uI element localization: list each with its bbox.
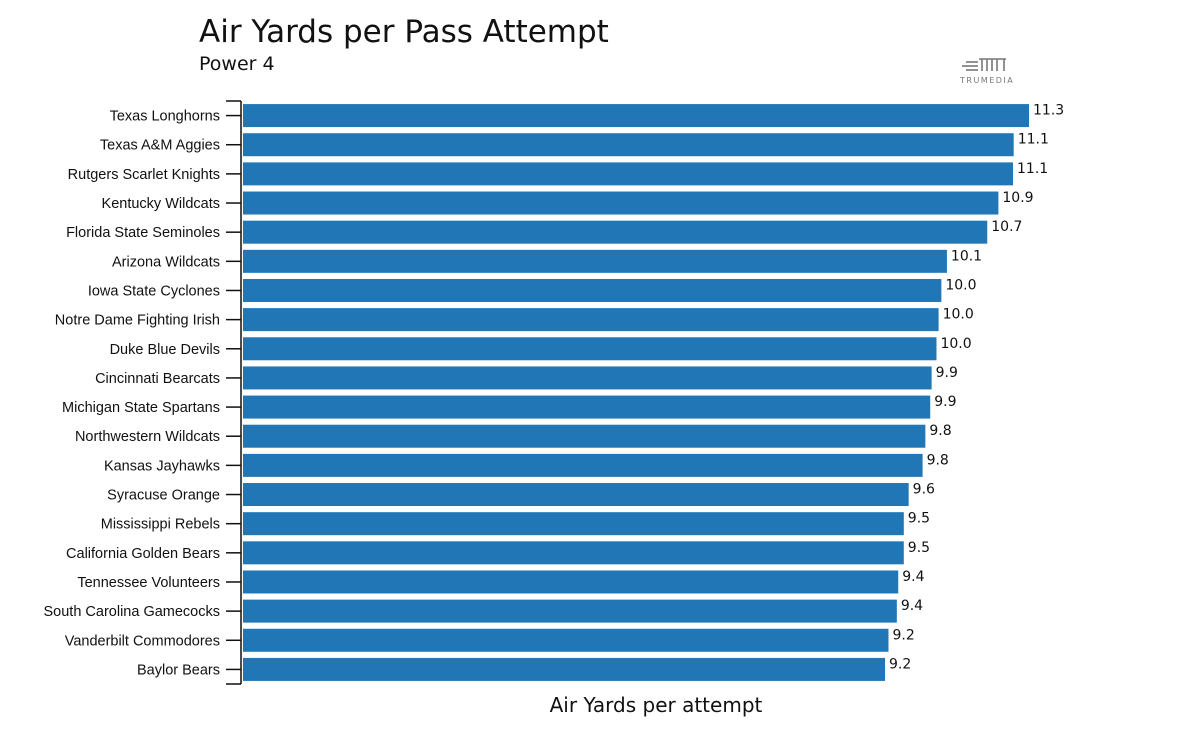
category-label: Texas Longhorns (110, 109, 220, 125)
bar (243, 133, 1014, 157)
bars-group (243, 104, 1029, 681)
category-label: Tennessee Volunteers (77, 575, 220, 591)
x-axis-label: Air Yards per attempt (550, 693, 763, 717)
bar (243, 366, 932, 390)
bar (243, 191, 999, 215)
bar (243, 249, 947, 273)
value-label: 9.4 (902, 569, 924, 585)
category-label: Baylor Bears (137, 662, 220, 678)
bar (243, 395, 931, 419)
category-label: Northwestern Wildcats (75, 429, 220, 445)
bar (243, 541, 904, 565)
bar (243, 424, 926, 448)
value-label: 9.9 (934, 394, 956, 410)
bar (243, 599, 897, 623)
chart-title: Air Yards per Pass Attempt (199, 14, 609, 50)
value-label: 9.5 (908, 511, 930, 527)
value-label: 9.8 (929, 423, 951, 439)
bar (243, 453, 923, 477)
value-label: 10.0 (940, 336, 971, 352)
chart-subtitle: Power 4 (199, 53, 275, 75)
bar (243, 104, 1029, 128)
bar (243, 162, 1014, 186)
category-label: Vanderbilt Commodores (65, 633, 220, 649)
category-label: Florida State Seminoles (66, 225, 220, 241)
y-axis (226, 100, 242, 685)
trumedia-logo-text: TRUMEDIA (959, 76, 1014, 85)
bar (243, 220, 988, 244)
value-label: 9.9 (936, 365, 958, 381)
value-label: 10.0 (945, 277, 976, 293)
value-label: 9.6 (913, 482, 935, 498)
value-label: 10.7 (991, 219, 1022, 235)
bar (243, 657, 886, 681)
category-label: Kansas Jayhawks (104, 458, 220, 474)
value-label: 9.8 (927, 452, 949, 468)
bar (243, 570, 899, 594)
bar (243, 512, 904, 536)
trumedia-logo: TRUMEDIA (959, 58, 1014, 85)
value-label: 9.5 (908, 540, 930, 556)
category-label: Cincinnati Bearcats (95, 371, 220, 387)
category-label: Kentucky Wildcats (102, 196, 220, 212)
value-labels: 11.3 11.1 11.1 10.9 10.7 10.1 10.0 10.0 10.0 9.9 9… (889, 103, 1064, 673)
value-label: 9.2 (892, 627, 914, 643)
value-label: 9.4 (901, 598, 923, 614)
bar (243, 628, 889, 652)
category-label: Texas A&M Aggies (100, 138, 220, 154)
category-label: Syracuse Orange (107, 488, 220, 504)
bar (243, 483, 909, 507)
value-label: 11.1 (1018, 132, 1049, 148)
value-label: 11.3 (1033, 103, 1064, 119)
value-label: 10.1 (951, 248, 982, 264)
value-label: 9.2 (889, 656, 911, 672)
category-label: Notre Dame Fighting Irish (55, 313, 220, 329)
bar (243, 337, 937, 361)
category-label: Duke Blue Devils (110, 342, 220, 358)
category-label: Rutgers Scarlet Knights (68, 167, 220, 183)
value-label: 10.9 (1002, 190, 1033, 206)
category-label: Michigan State Spartans (62, 400, 220, 416)
category-label: Iowa State Cyclones (88, 283, 220, 299)
trumedia-logo-icon (962, 58, 1006, 71)
bar (243, 308, 939, 332)
category-label: Mississippi Rebels (101, 517, 220, 533)
category-labels: Texas Longhorns Texas A&M Aggies Rutgers S… (44, 109, 221, 679)
bar (243, 278, 942, 302)
value-label: 10.0 (943, 307, 974, 323)
category-label: California Golden Bears (66, 546, 220, 562)
value-label: 11.1 (1017, 161, 1048, 177)
category-label: Arizona Wildcats (112, 254, 220, 270)
category-label: South Carolina Gamecocks (44, 604, 221, 620)
